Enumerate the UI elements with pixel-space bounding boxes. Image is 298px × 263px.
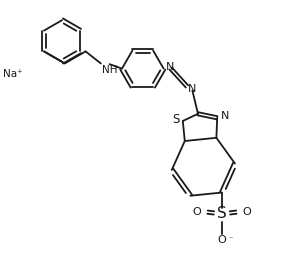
Text: S: S	[172, 113, 180, 126]
Text: Na⁺: Na⁺	[3, 69, 23, 79]
Text: O: O	[193, 207, 201, 217]
Text: ⁻: ⁻	[228, 235, 233, 244]
Text: N: N	[221, 111, 229, 121]
Text: O: O	[218, 235, 226, 245]
Text: S: S	[217, 206, 227, 221]
Text: N: N	[166, 62, 174, 72]
Text: NH: NH	[102, 65, 117, 75]
Text: N: N	[188, 84, 196, 94]
Text: O: O	[243, 207, 252, 217]
